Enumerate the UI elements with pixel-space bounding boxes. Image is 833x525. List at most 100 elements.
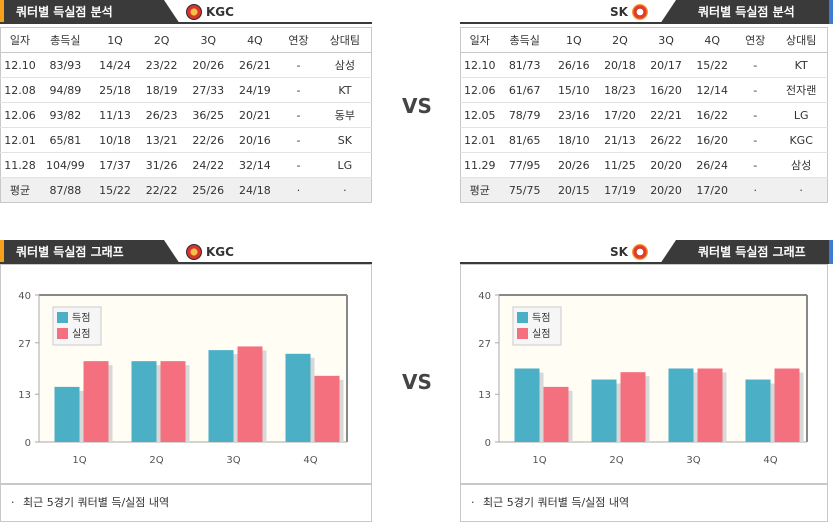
table-cell: 21/13	[596, 127, 643, 153]
table-cell: -	[735, 152, 776, 178]
table-cell: 20/26	[550, 152, 597, 178]
right-team-name: SK	[610, 5, 628, 19]
right-table-header: 쿼터별 득실점 분석 SK	[460, 0, 833, 24]
table-cell: 26/21	[231, 52, 279, 78]
x-tick-label: 3Q	[686, 455, 700, 466]
table-cell: 77/95	[498, 152, 551, 178]
legend-swatch	[517, 328, 528, 339]
table-row: 12.06 61/67 15/10 18/23 16/20 12/14- 전자랜	[460, 77, 828, 103]
table-cell: 23/16	[550, 102, 597, 128]
column-header: 총득실	[39, 27, 92, 53]
column-header: 상대팀	[318, 27, 372, 53]
x-tick-label: 1Q	[532, 455, 546, 466]
bar-loss	[543, 386, 569, 442]
legend-label: 득점	[72, 312, 90, 324]
table-cell: 11/13	[91, 102, 139, 128]
x-tick-label: 2Q	[609, 455, 623, 466]
right-note-bullet: ·	[471, 496, 475, 509]
sk-logo-icon	[631, 4, 648, 20]
left-header-line	[0, 22, 372, 24]
table-cell: 전자랜	[775, 77, 828, 103]
left-note-text: 최근 5경기 쿼터별 득/실점 내역	[23, 496, 170, 509]
table-cell: 27/33	[184, 77, 232, 103]
table-cell: 18/23	[596, 77, 643, 103]
table-cell: LG	[318, 152, 372, 178]
column-header: 연장	[278, 27, 319, 53]
table-cell: 10/18	[91, 127, 139, 153]
bar-loss	[237, 346, 263, 442]
table-cell: -	[278, 102, 319, 128]
table-cell: 25/26	[184, 177, 232, 203]
legend-label: 득점	[532, 312, 550, 324]
legend-swatch	[57, 312, 68, 323]
table-row: 12.06 93/82 11/13 26/23 36/25 20/21- 동부	[0, 102, 372, 128]
right-graph-team: SK	[610, 244, 648, 260]
legend-swatch	[517, 312, 528, 323]
table-row: 12.10 81/73 26/16 20/18 20/17 15/22- KT	[460, 52, 828, 78]
table-cell: 18/19	[138, 77, 185, 103]
left-graph-title: 쿼터별 득실점 그래프	[4, 240, 154, 264]
table-cell: 16/20	[642, 77, 690, 103]
column-header: 3Q	[642, 27, 690, 53]
table-cell: 12.05	[460, 102, 499, 128]
table-cell: 11.29	[460, 152, 499, 178]
kgc-logo-icon	[186, 4, 202, 20]
table-cell: 17/37	[91, 152, 139, 178]
table-row: 11.28 104/99 17/37 31/26 24/22 32/14- LG	[0, 152, 372, 178]
left-table-header: 쿼터별 득실점 분석 KGC	[0, 0, 372, 24]
y-tick-label: 40	[18, 291, 31, 302]
y-tick-label: 27	[18, 339, 31, 350]
table-cell: 15/10	[550, 77, 597, 103]
right-table-title: 쿼터별 득실점 분석	[686, 0, 829, 24]
table-row: 12.10 83/93 14/24 23/22 20/26 26/21- 삼성	[0, 52, 372, 78]
column-header: 4Q	[689, 27, 736, 53]
table-cell: 20/26	[184, 52, 232, 78]
table-cell: -	[735, 102, 776, 128]
bar-loss	[160, 361, 186, 442]
right-header-accent	[829, 0, 833, 24]
table-cell: 65/81	[39, 127, 92, 153]
bar-loss	[314, 375, 340, 442]
column-header: 일자	[0, 27, 40, 53]
right-graph-header: 쿼터별 득실점 그래프 SK	[460, 240, 833, 264]
bar-loss	[697, 368, 723, 442]
right-graph-accent	[829, 240, 833, 264]
table-cell: 12/14	[689, 77, 736, 103]
average-row: 평균 87/88 15/22 22/22 25/26 24/18 · ·	[0, 177, 372, 203]
table-row: 12.01 65/81 10/18 13/21 22/26 20/16- SK	[0, 127, 372, 153]
table-cell: 평균	[0, 177, 40, 203]
legend-label: 실점	[532, 328, 550, 340]
bar-score	[208, 350, 234, 442]
bar-score	[131, 361, 157, 442]
table-cell: 26/22	[642, 127, 690, 153]
table-cell: 17/19	[596, 177, 643, 203]
table-cell: 32/14	[231, 152, 279, 178]
table-cell: 20/17	[642, 52, 690, 78]
left-graph-slant	[154, 240, 180, 264]
bar-loss	[83, 361, 109, 442]
table-cell: 78/79	[498, 102, 551, 128]
table-cell: 12.06	[0, 102, 40, 128]
right-note-text: 최근 5경기 쿼터별 득/실점 내역	[483, 496, 630, 509]
left-team-name: KGC	[206, 5, 234, 19]
x-tick-label: 3Q	[226, 455, 240, 466]
table-cell: 18/10	[550, 127, 597, 153]
table-cell: 22/22	[138, 177, 185, 203]
table-cell: 104/99	[39, 152, 92, 178]
bar-loss	[774, 368, 800, 442]
y-tick-label: 13	[478, 390, 491, 401]
table-cell: 87/88	[39, 177, 92, 203]
x-tick-label: 4Q	[303, 455, 317, 466]
sk-logo-icon	[631, 244, 648, 260]
table-cell: 15/22	[91, 177, 139, 203]
left-chart-panel: 0 13 27 40 1Q 2Q 3Q 4Q 득점 실점	[0, 264, 372, 484]
bar-score	[745, 379, 771, 442]
table-cell: 12.01	[460, 127, 499, 153]
table-cell: -	[278, 152, 319, 178]
left-quarter-table: 일자 총득실 1Q 2Q 3Q 4Q 연장 상대팀 12.10 83/93 14/24 23/22 20…	[0, 27, 372, 203]
bar-score	[54, 386, 80, 442]
left-graph-team: KGC	[186, 244, 234, 260]
y-tick-label: 40	[478, 291, 491, 302]
table-cell: 93/82	[39, 102, 92, 128]
column-header: 4Q	[231, 27, 279, 53]
